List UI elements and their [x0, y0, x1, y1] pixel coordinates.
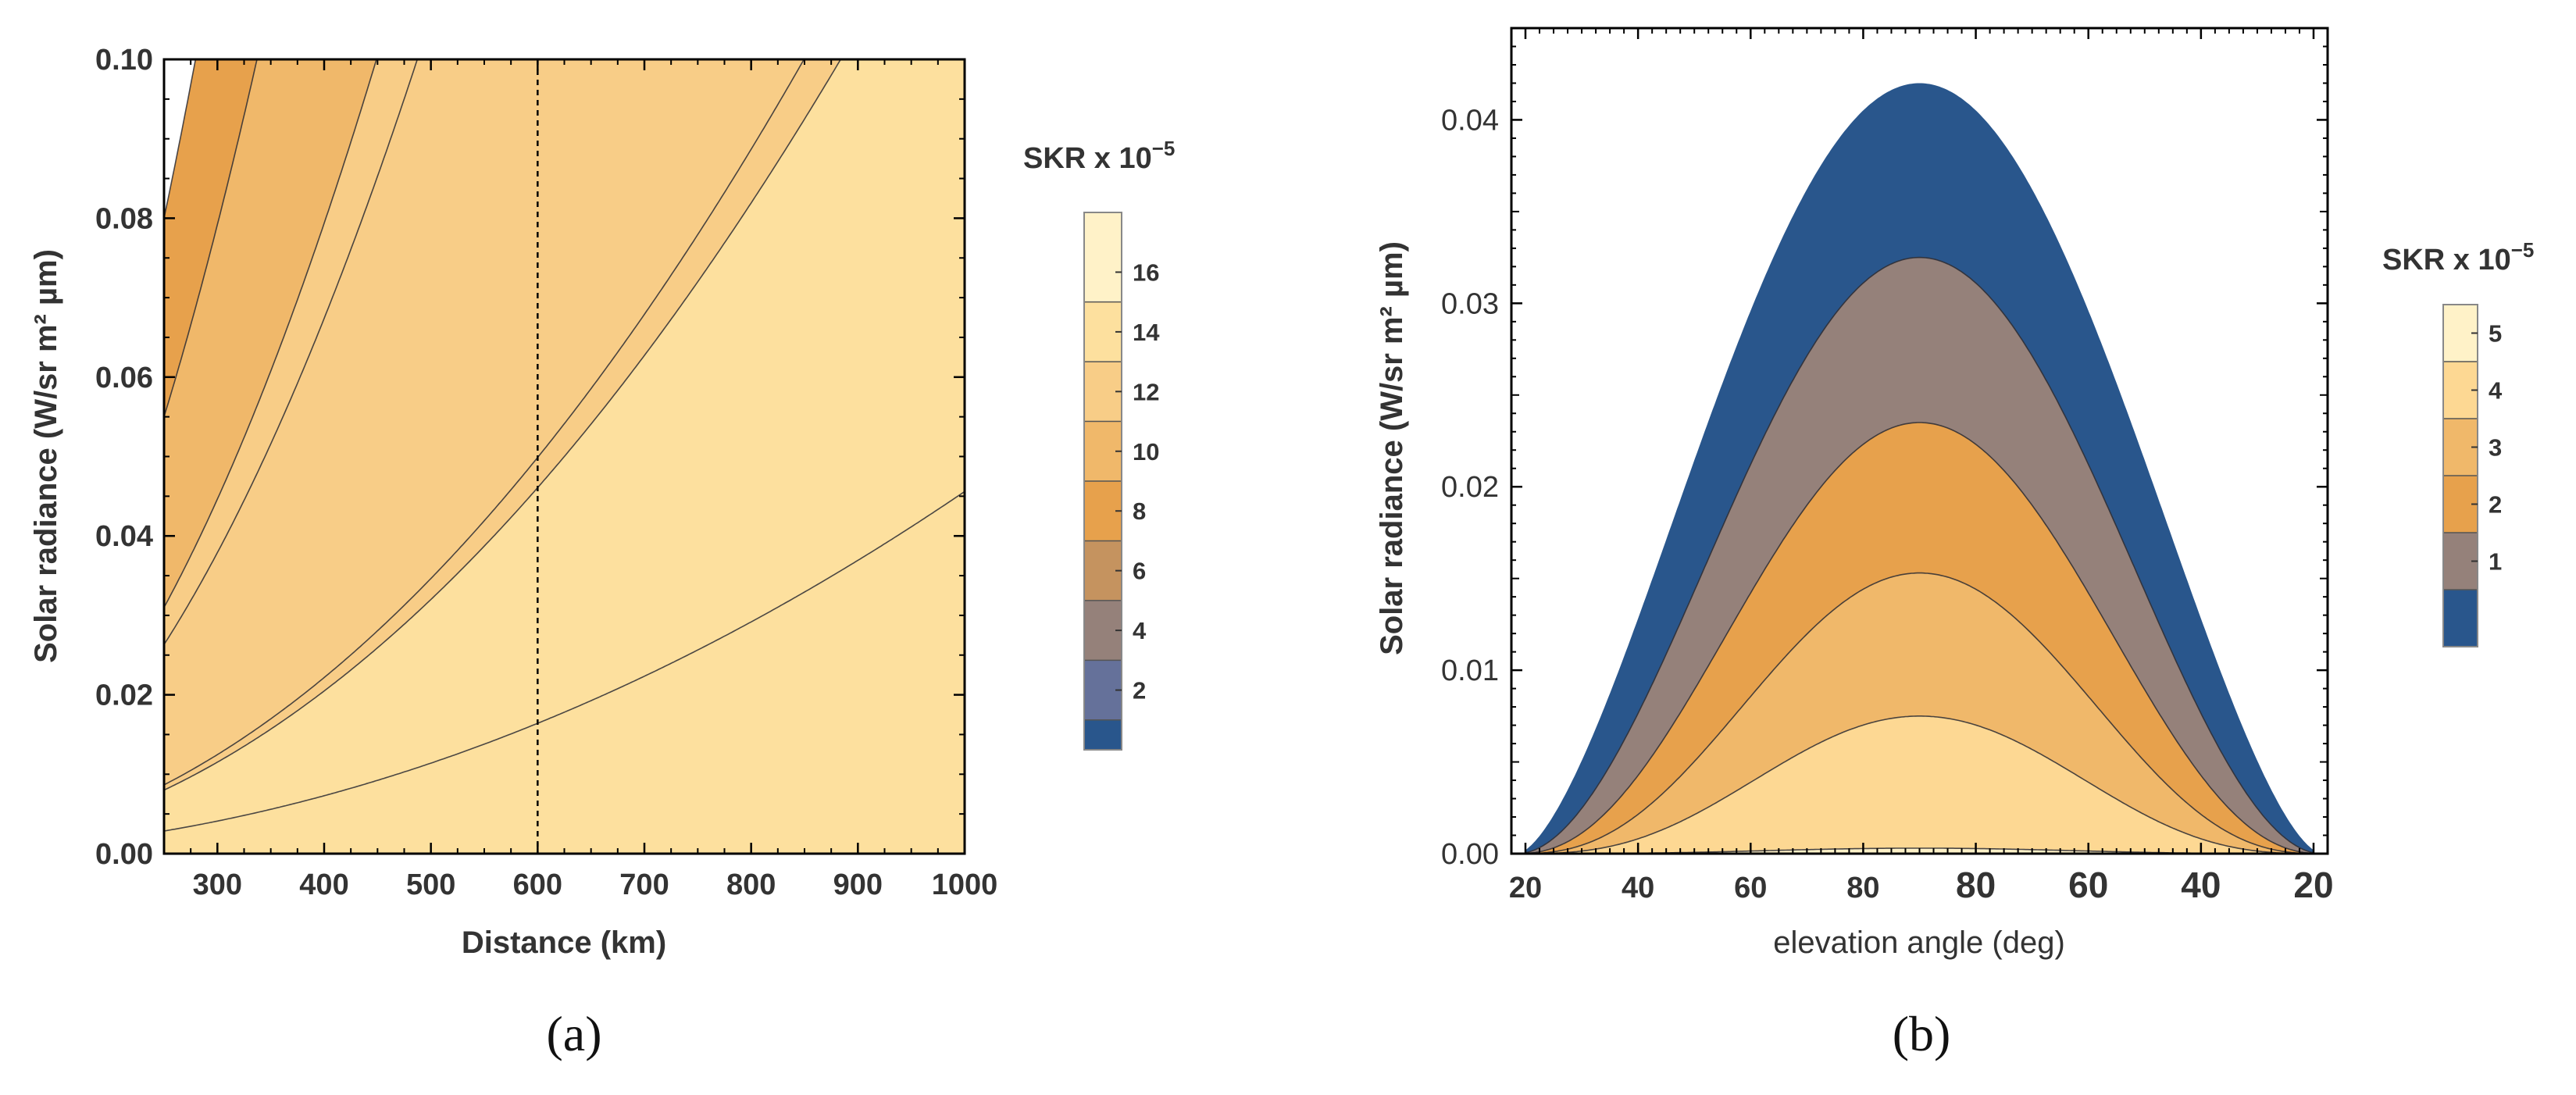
contour-line-3 — [164, 59, 419, 645]
panel-a-legend-title-exponent: −5 — [1152, 137, 1176, 160]
x-tick-label: 500 — [406, 869, 455, 901]
contour-line-2 — [1525, 422, 2314, 854]
y-tick-label: 0.04 — [1441, 104, 1499, 137]
contour-line-7 — [164, 59, 842, 791]
legend-frame — [1083, 212, 1122, 751]
x-tick-label: 60 — [1734, 872, 1767, 904]
x-tick-label: 1000 — [932, 869, 998, 901]
contour-line-1 — [1525, 256, 2314, 854]
legend-swatch-1 — [2443, 590, 2478, 647]
y-tick-label: 0.03 — [1441, 287, 1499, 320]
legend-tick-label: 8 — [1133, 498, 1146, 525]
contour-band-4 — [1525, 572, 2314, 854]
y-tick-label: 0.08 — [95, 202, 153, 235]
legend-tick-label: 2 — [2489, 491, 2502, 519]
x-tick-label: 80 — [1956, 865, 1996, 905]
contour-line-2 — [164, 59, 805, 786]
panel-a-y-ticks: 0.00 0.02 0.04 0.06 0.08 0.10 — [95, 44, 965, 871]
legend-frame — [2442, 304, 2478, 647]
panel-b-x-ticks: 20 40 60 80 80 60 40 20 — [1509, 28, 2334, 905]
legend-tick-label: 1 — [2489, 548, 2502, 576]
panel-b-plot-area — [1511, 28, 2328, 854]
panel-b-legend-ticks: 1 2 3 4 5 — [2471, 320, 2503, 576]
panel-a-legend: SKR x 10−5 2 4 6 8 10 12 14 16 — [1023, 137, 1175, 751]
panel-b-y-ticks: 0.00 0.01 0.02 0.03 0.04 — [1441, 45, 2328, 871]
x-tick-label: 800 — [726, 869, 776, 901]
panel-a-legend-title: SKR x 10−5 — [1023, 137, 1175, 175]
contour-line-3 — [1525, 572, 2314, 854]
panel-b-label: (b) — [1893, 1006, 1951, 1061]
x-tick-label: 300 — [193, 869, 242, 901]
legend-tick-label: 6 — [1133, 558, 1146, 585]
panel-b-legend-title-base: SKR x 10 — [2382, 244, 2511, 276]
x-tick-label: 80 — [1846, 872, 1879, 904]
legend-tick-label: 14 — [1133, 319, 1160, 346]
panel-a-plot-area — [164, 59, 965, 854]
panel-b-legend-colorbar — [2442, 304, 2478, 647]
panel-a-y-axis-label: Solar radiance (W/sr m² µm) — [29, 249, 63, 663]
legend-swatch-9 — [1084, 212, 1122, 302]
x-tick-label: 20 — [2293, 865, 2333, 905]
x-tick-label: 40 — [1622, 872, 1654, 904]
x-tick-label: 900 — [833, 869, 883, 901]
legend-swatch-1 — [1084, 719, 1122, 750]
panel-a-legend-title-base: SKR x 10 — [1023, 142, 1152, 175]
panel-b: 20 40 60 80 80 60 40 20 0.00 0.01 0.02 0.03 0.04 el… — [1375, 27, 2534, 1061]
x-tick-label: 400 — [299, 869, 348, 901]
panel-a-x-ticks: 300 400 500 600 700 800 900 1000 — [190, 59, 998, 901]
y-tick-label: 0.06 — [95, 362, 153, 394]
panel-b-legend-title: SKR x 10−5 — [2382, 238, 2534, 276]
contour-band-5 — [1525, 715, 2314, 854]
y-tick-label: 0.00 — [1441, 838, 1499, 871]
y-tick-label: 0.02 — [95, 679, 153, 712]
panel-b-x-axis-label: elevation angle (deg) — [1773, 926, 2065, 960]
x-tick-label: 20 — [1509, 872, 1542, 904]
panel-b-contour-bands — [1511, 28, 2328, 854]
panel-a-label: (a) — [546, 1006, 601, 1061]
legend-tick-label: 4 — [2489, 377, 2503, 405]
y-tick-label: 0.01 — [1441, 655, 1499, 687]
panel-a-x-axis-label: Distance (km) — [462, 926, 666, 960]
x-tick-label: 700 — [619, 869, 669, 901]
legend-tick-label: 12 — [1133, 378, 1159, 405]
x-tick-label: 40 — [2181, 865, 2221, 905]
legend-tick-label: 5 — [2489, 320, 2502, 348]
legend-tick-label: 4 — [1133, 617, 1147, 644]
x-tick-label: 60 — [2068, 865, 2108, 905]
legend-tick-label: 2 — [1133, 677, 1146, 704]
panel-a-contour-bands — [164, 59, 965, 854]
legend-tick-label: 3 — [2489, 434, 2502, 462]
y-tick-label: 0.10 — [95, 44, 153, 77]
contour-line-6 — [164, 59, 377, 608]
panel-a-legend-colorbar — [1083, 212, 1122, 751]
y-tick-label: 0.00 — [95, 838, 153, 871]
contour-line-4 — [1525, 715, 2314, 854]
x-tick-label: 600 — [513, 869, 562, 901]
contour-line-1 — [164, 490, 965, 832]
legend-tick-label: 10 — [1133, 438, 1159, 465]
y-tick-label: 0.04 — [95, 520, 153, 553]
panel-b-y-axis-label: Solar radiance (W/sr m² µm) — [1375, 241, 1409, 655]
panel-b-legend: SKR x 10−5 1 2 3 4 5 — [2382, 238, 2534, 647]
panel-a-contour-lines — [164, 59, 965, 832]
panel-a-legend-ticks: 2 4 6 8 10 12 14 16 — [1115, 259, 1160, 704]
panel-b-legend-title-exponent: −5 — [2511, 238, 2535, 262]
legend-tick-label: 16 — [1133, 259, 1159, 286]
panel-a: 300 400 500 600 700 800 900 1000 0.000.020.040.… — [29, 44, 1175, 1061]
y-tick-label: 0.02 — [1441, 471, 1499, 504]
